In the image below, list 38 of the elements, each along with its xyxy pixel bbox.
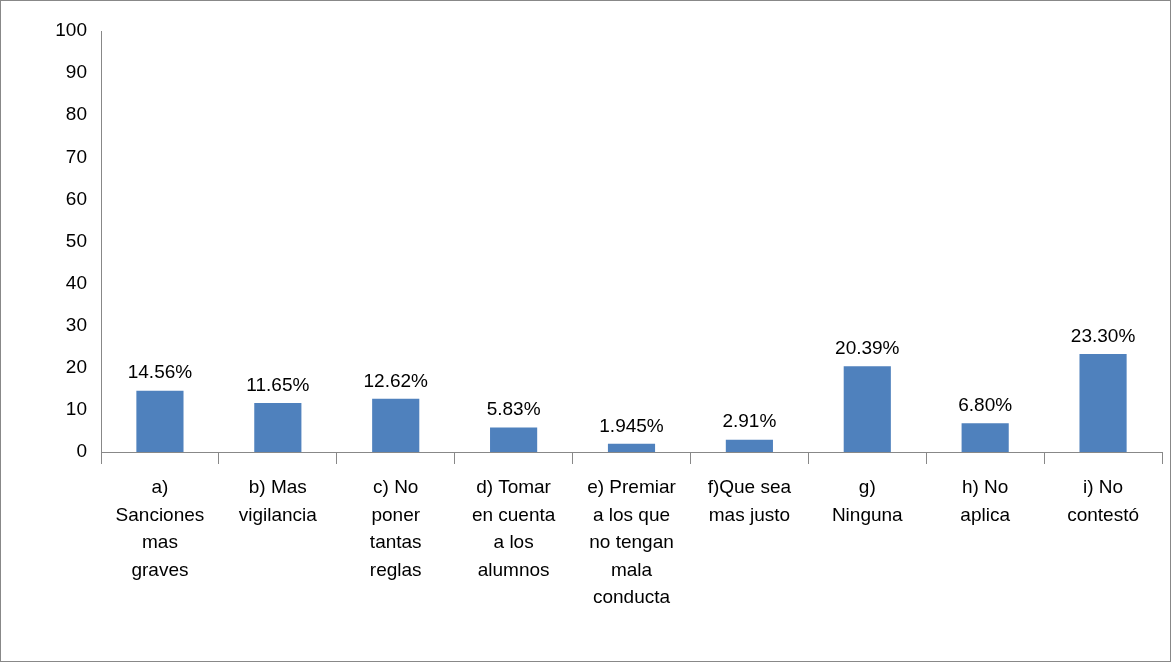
- x-tick-label: d) Tomar en cuenta a los alumnos: [471, 476, 556, 580]
- y-tick-label: 50: [65, 229, 87, 251]
- bar: [961, 423, 1009, 452]
- data-label: 5.83%: [486, 398, 541, 420]
- x-tick-label: h) No aplica: [960, 476, 1011, 525]
- data-label: 11.65%: [246, 373, 310, 395]
- bar: [136, 390, 184, 452]
- data-label: 14.56%: [127, 361, 193, 383]
- bar: [607, 443, 656, 452]
- bar: [490, 427, 538, 452]
- data-label: 6.80%: [958, 394, 1013, 416]
- bar: [372, 398, 420, 452]
- bar: [254, 402, 302, 452]
- bar: [725, 439, 773, 452]
- x-tick-label: c) No poner tantas reglas: [369, 476, 422, 580]
- y-tick-label: 10: [65, 398, 87, 420]
- data-label: 2.91%: [722, 410, 777, 432]
- y-tick-label: 40: [65, 271, 87, 293]
- x-tick-label: i) No contestó: [1067, 476, 1139, 525]
- y-tick-label: 0: [76, 440, 87, 462]
- data-label: 1.945%: [599, 414, 664, 436]
- y-tick-label: 80: [65, 103, 87, 125]
- x-tick-label: f)Que sea mas justo: [707, 476, 792, 525]
- y-tick-label: 100: [55, 19, 87, 41]
- data-label: 23.30%: [1070, 324, 1136, 346]
- bar: [843, 366, 891, 452]
- x-tick-label: b) Mas vigilancia: [238, 476, 318, 525]
- y-tick-label: 30: [65, 313, 87, 335]
- x-tick-label: a) Sanciones mas graves: [115, 476, 205, 580]
- x-tick-label: e) Premiar a los que no tengan mala conducta: [587, 476, 677, 608]
- x-tick-label: g) Ninguna: [831, 476, 904, 525]
- data-label: 12.62%: [363, 369, 429, 391]
- data-label: 20.39%: [835, 336, 900, 358]
- y-tick-label: 20: [65, 356, 87, 378]
- y-tick-label: 70: [65, 145, 87, 167]
- y-tick-label: 60: [65, 187, 87, 209]
- y-tick-label: 90: [65, 61, 87, 83]
- bar: [1079, 353, 1127, 452]
